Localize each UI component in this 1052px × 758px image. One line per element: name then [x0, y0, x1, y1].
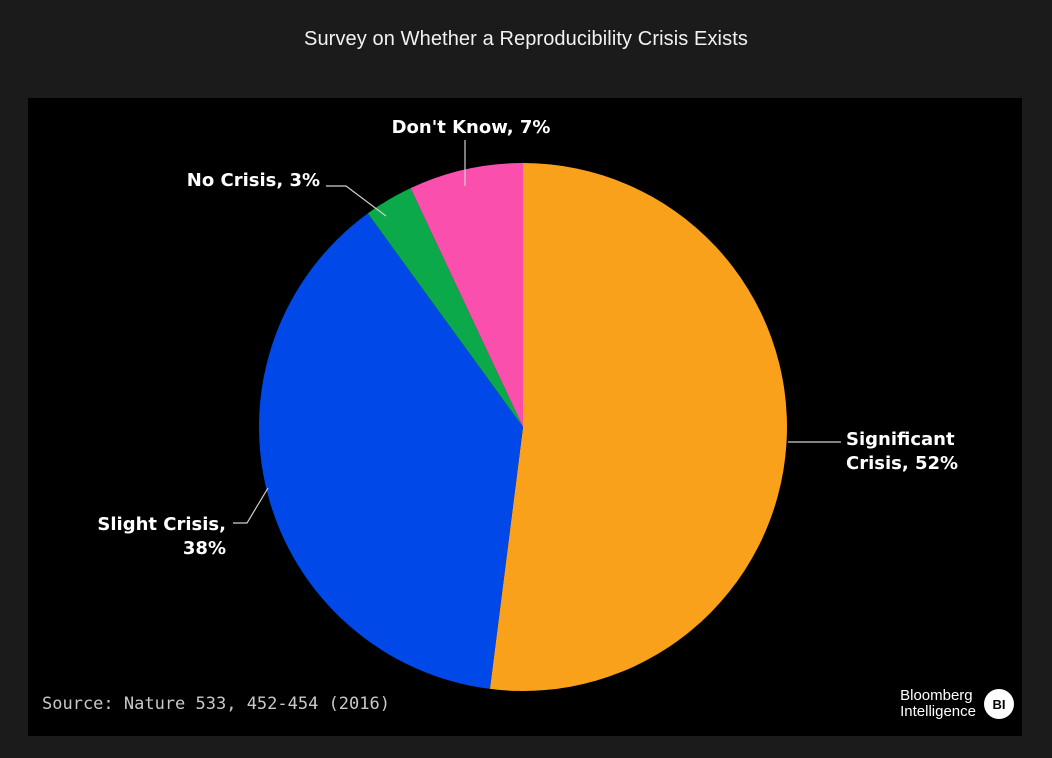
brand-line1: Bloomberg: [900, 687, 973, 704]
pie-chart: Significant Crisis, 52% Slight Crisis, 38% N…: [97, 117, 958, 691]
slice-label: Slight Crisis, 38%: [97, 514, 226, 559]
pie-slice-significant-crisis: [489, 163, 787, 691]
source-note: Source: Nature 533, 452-454 (2016): [42, 694, 390, 714]
bi-badge-icon: BI: [984, 689, 1014, 719]
brand-line2: Intelligence: [900, 703, 976, 720]
slice-label: Significant Crisis, 52%: [846, 429, 958, 474]
bloomberg-intelligence-logo: Bloomberg Intelligence BI: [900, 688, 1014, 720]
chart-panel: Significant Crisis, 52% Slight Crisis, 38% N…: [28, 98, 1022, 736]
leader-line: [233, 487, 269, 524]
leader-line: [326, 185, 387, 217]
pie-slice-don-t-know: [410, 163, 523, 427]
pie-slice-no-crisis: [367, 188, 523, 427]
slice-label: Don't Know, 7%: [392, 117, 551, 138]
brand-text: Bloomberg Intelligence: [900, 688, 976, 720]
slice-label: No Crisis, 3%: [187, 170, 320, 191]
page-title: Survey on Whether a Reproducibility Cris…: [304, 28, 748, 50]
pie-slice-slight-crisis: [258, 213, 523, 689]
